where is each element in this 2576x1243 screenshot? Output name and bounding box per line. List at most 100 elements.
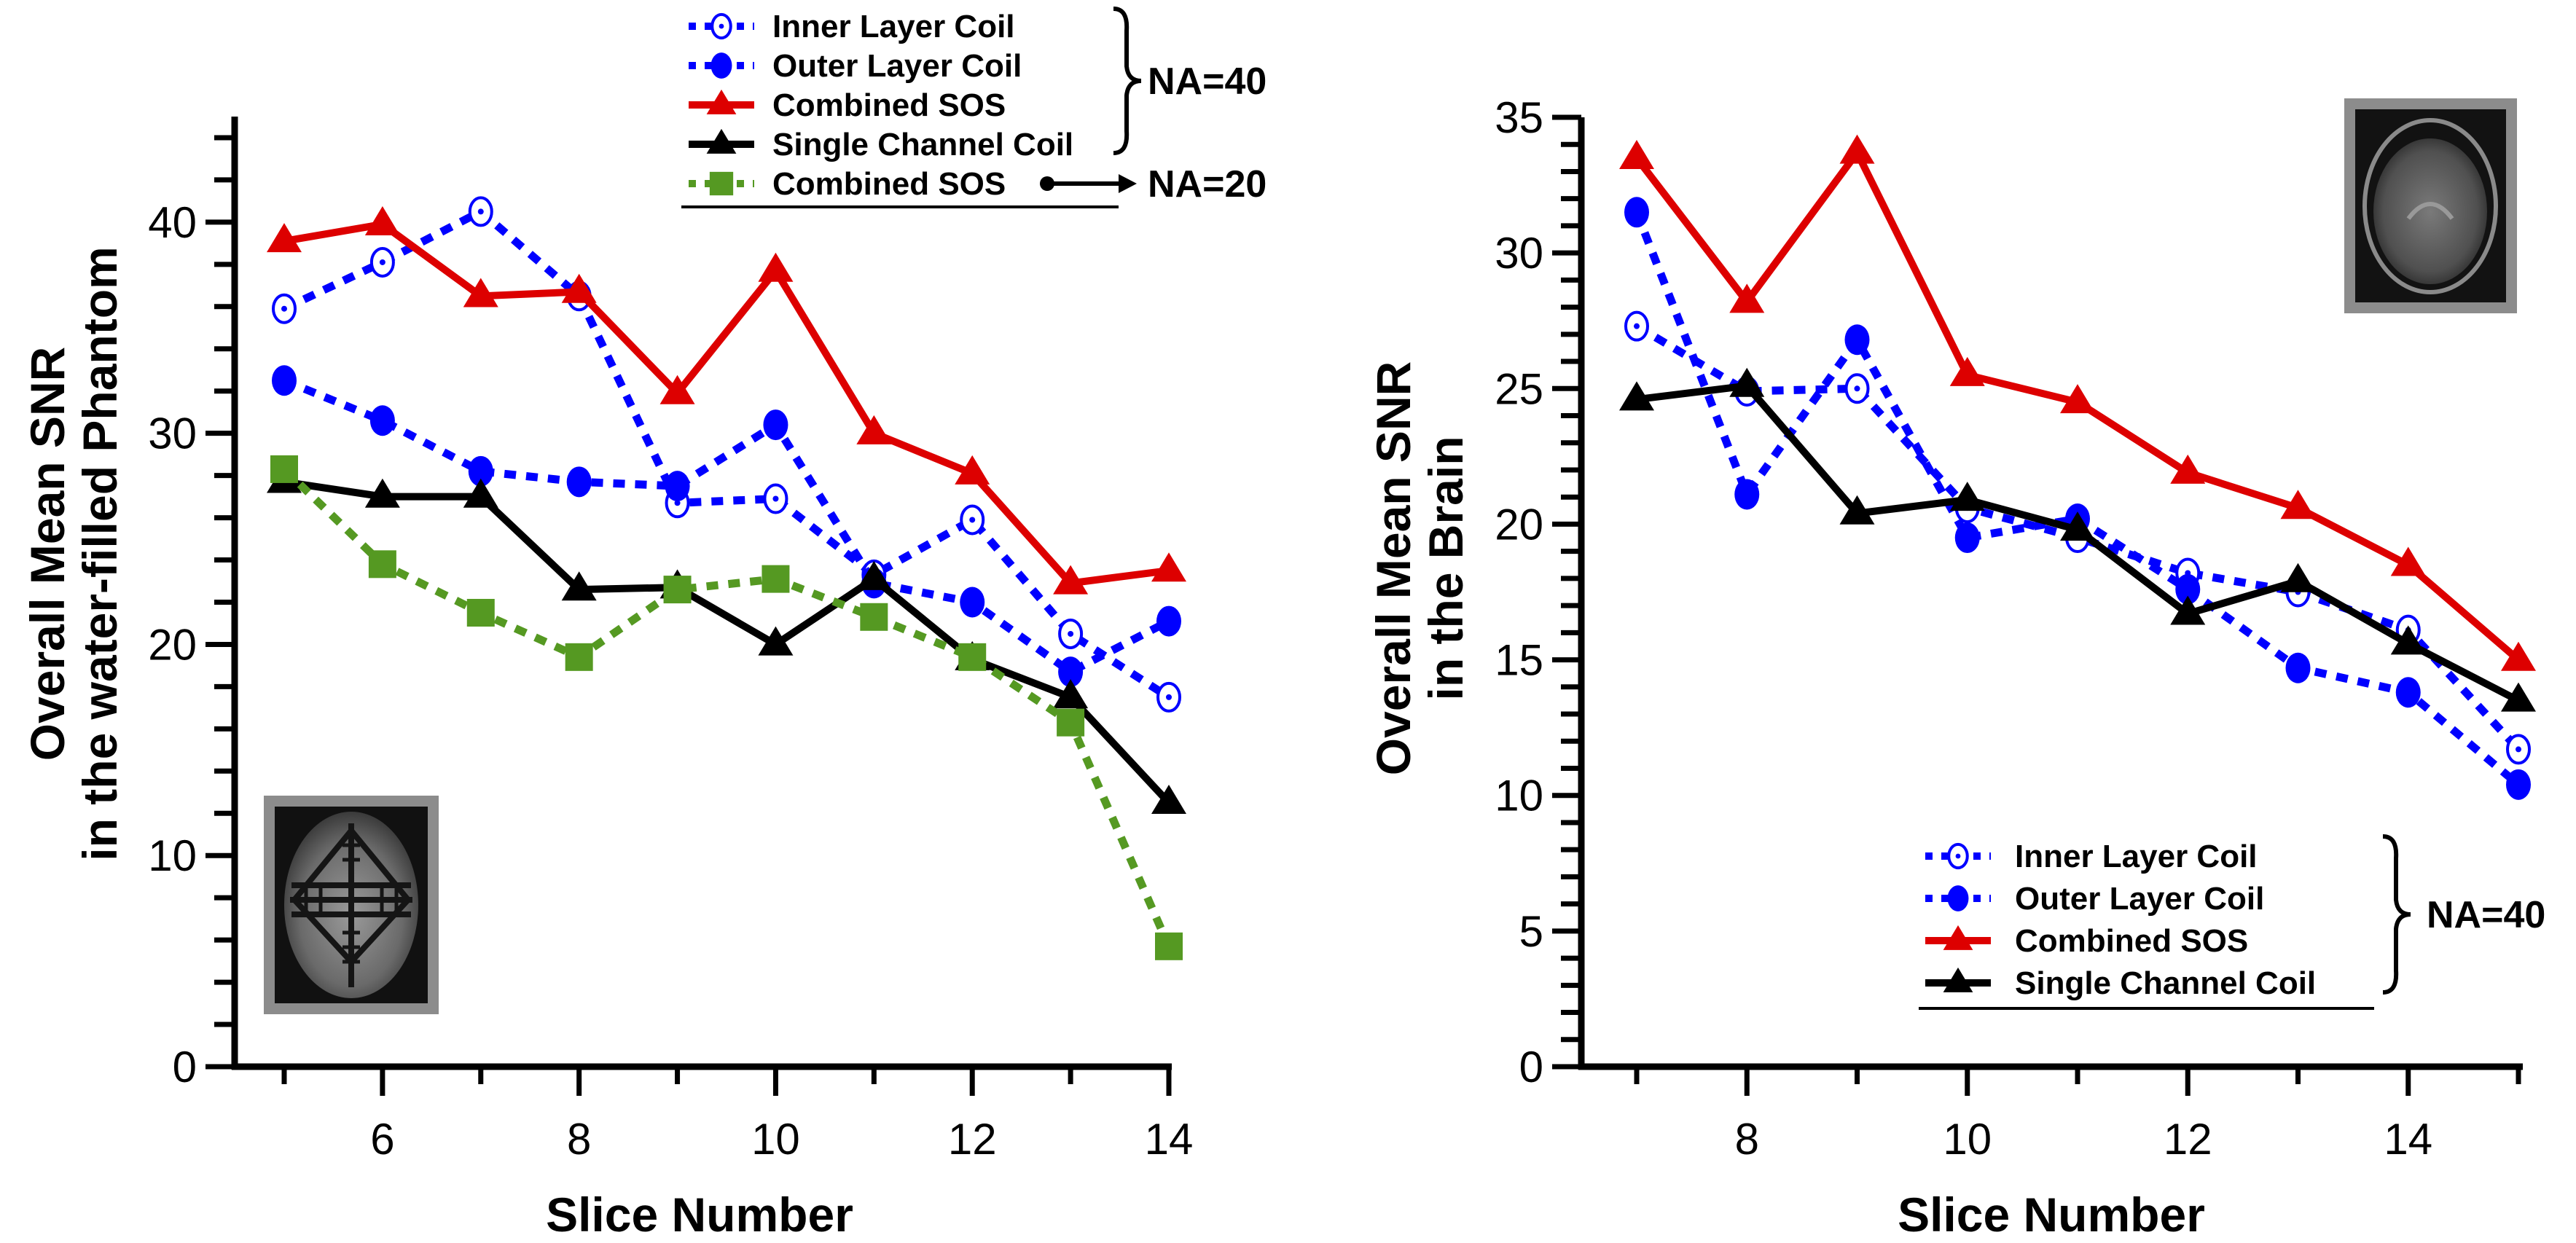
marker-triangle-single bbox=[561, 571, 597, 601]
left-series-layer bbox=[267, 196, 1186, 960]
y-tick-label: 0 bbox=[173, 1043, 197, 1091]
y-axis-title: Overall Mean SNR bbox=[20, 347, 74, 761]
y-tick-label: 15 bbox=[1495, 636, 1543, 685]
marker-triangle-sos bbox=[1949, 356, 1985, 386]
y-tick-label: 0 bbox=[1519, 1043, 1543, 1091]
y-axis-title: Overall Mean SNR bbox=[1366, 361, 1420, 776]
marker-triangle-single bbox=[2280, 562, 2316, 592]
marker-triangle-sos bbox=[2060, 384, 2095, 414]
marker-square-sos20 bbox=[270, 455, 298, 483]
marker-center-dot-inner bbox=[1068, 630, 1074, 637]
marker-triangle-sos bbox=[1839, 134, 1875, 164]
marker-triangle-single bbox=[856, 560, 892, 590]
y-axis-title: in the Brain bbox=[1419, 436, 1473, 700]
marker-circle-outer bbox=[960, 587, 985, 618]
legend-item: Combined SOS bbox=[689, 166, 1006, 202]
marker-circle-outer bbox=[763, 409, 788, 441]
series-single bbox=[1619, 367, 2536, 712]
series-sos bbox=[267, 205, 1186, 595]
marker-circle-outer bbox=[1058, 656, 1084, 688]
panel-right-brain: 0 5 10 15 20 25 30 35 8 10 12 14 Slice Number Overall… bbox=[1366, 93, 2545, 1242]
y-tick-label: 10 bbox=[148, 831, 197, 880]
marker-square-sos20 bbox=[565, 643, 593, 671]
marker-center-dot-inner bbox=[1166, 694, 1172, 700]
marker-circle-outer bbox=[1844, 324, 1870, 356]
marker-square-sos20 bbox=[860, 603, 888, 631]
brain-inset-image bbox=[2344, 98, 2517, 313]
x-tick-label: 8 bbox=[1735, 1115, 1759, 1164]
x-tick-label: 10 bbox=[751, 1115, 800, 1164]
legend-group-label-na40: NA=40 bbox=[1148, 60, 1267, 103]
legend-label: Outer Layer Coil bbox=[772, 48, 1022, 84]
marker-square-sos20 bbox=[663, 576, 692, 604]
y-tick-label: 20 bbox=[1495, 500, 1543, 549]
marker-triangle-single bbox=[2501, 682, 2536, 712]
marker-circle-outer bbox=[1624, 197, 1649, 228]
y-tick-label: 20 bbox=[148, 620, 197, 669]
marker-triangle-single bbox=[364, 478, 400, 508]
legend-brace bbox=[2382, 834, 2411, 995]
legend-item: Single Channel Coil bbox=[1925, 965, 2316, 1001]
x-tick-label: 14 bbox=[1145, 1115, 1194, 1164]
marker-center-dot-inner bbox=[379, 259, 385, 265]
marker-circle-outer bbox=[1734, 479, 1760, 510]
marker-triangle-sos bbox=[1619, 140, 1654, 170]
marker-triangle-sos bbox=[2280, 490, 2316, 519]
left-axes: 0 10 20 30 40 6 8 10 12 14 Slice Number Overall Mea… bbox=[20, 117, 1193, 1242]
series-line-outer bbox=[282, 377, 1171, 677]
marker-center-dot-inner bbox=[477, 208, 484, 215]
legend-label: Single Channel Coil bbox=[2015, 965, 2316, 1001]
legend-label: Inner Layer Coil bbox=[2015, 839, 2258, 874]
legend-label: Inner Layer Coil bbox=[772, 9, 1015, 44]
legend-brace bbox=[1113, 7, 1142, 155]
legend-item: Combined SOS bbox=[1925, 923, 2248, 959]
marker-circle-outer bbox=[2285, 652, 2311, 683]
marker-center-dot-inner bbox=[719, 23, 724, 29]
legend-group-label-na40: NA=40 bbox=[2427, 894, 2545, 936]
marker-triangle-single bbox=[758, 626, 794, 656]
marker-center-dot-inner bbox=[1854, 385, 1860, 392]
marker-triangle-sos bbox=[463, 278, 498, 307]
x-tick-label: 12 bbox=[2164, 1115, 2212, 1164]
marker-triangle-sos bbox=[267, 223, 302, 253]
x-tick-label: 10 bbox=[1943, 1115, 1992, 1164]
marker-circle-outer bbox=[1947, 885, 1969, 911]
marker-square-sos20 bbox=[466, 598, 495, 627]
marker-circle-outer bbox=[566, 466, 592, 498]
marker-triangle-single bbox=[1943, 967, 1973, 992]
series-single bbox=[267, 463, 1186, 814]
x-tick-label: 14 bbox=[2384, 1115, 2432, 1164]
legend-label: Combined SOS bbox=[772, 87, 1006, 123]
marker-square-sos20 bbox=[709, 171, 734, 196]
legend-label: Combined SOS bbox=[2015, 923, 2248, 959]
marker-triangle-sos bbox=[758, 252, 794, 282]
x-tick-label: 12 bbox=[948, 1115, 997, 1164]
series-outer bbox=[272, 365, 1181, 688]
marker-triangle-sos bbox=[364, 205, 400, 235]
marker-square-sos20 bbox=[368, 550, 396, 579]
marker-triangle-sos bbox=[955, 455, 990, 485]
marker-triangle-sos bbox=[856, 415, 892, 444]
marker-square-sos20 bbox=[958, 643, 987, 671]
legend-label: Single Channel Coil bbox=[772, 127, 1073, 162]
marker-triangle-single bbox=[1619, 381, 1654, 411]
marker-circle-outer bbox=[2506, 769, 2531, 800]
y-tick-label: 35 bbox=[1495, 93, 1543, 142]
y-tick-label: 5 bbox=[1519, 907, 1543, 956]
marker-circle-outer bbox=[369, 405, 395, 436]
legend-label: Combined SOS bbox=[772, 166, 1006, 202]
marker-circle-outer bbox=[272, 365, 297, 396]
legend-item: Combined SOS bbox=[689, 87, 1006, 123]
legend-item: Outer Layer Coil bbox=[689, 48, 1022, 84]
marker-triangle-single bbox=[1949, 482, 1985, 511]
marker-triangle-sos bbox=[706, 89, 737, 114]
legend-group-label-na20: NA=20 bbox=[1148, 163, 1267, 205]
marker-triangle-sos bbox=[1053, 565, 1089, 595]
panel-left-phantom: 0 10 20 30 40 6 8 10 12 14 Slice Number Overall Mea… bbox=[20, 7, 1267, 1242]
y-tick-label: 40 bbox=[148, 198, 197, 247]
marker-circle-outer bbox=[468, 455, 493, 487]
right-series-layer bbox=[1619, 134, 2536, 800]
y-axis-title: in the water-filled Phantom bbox=[73, 246, 127, 860]
marker-center-dot-inner bbox=[281, 305, 287, 312]
